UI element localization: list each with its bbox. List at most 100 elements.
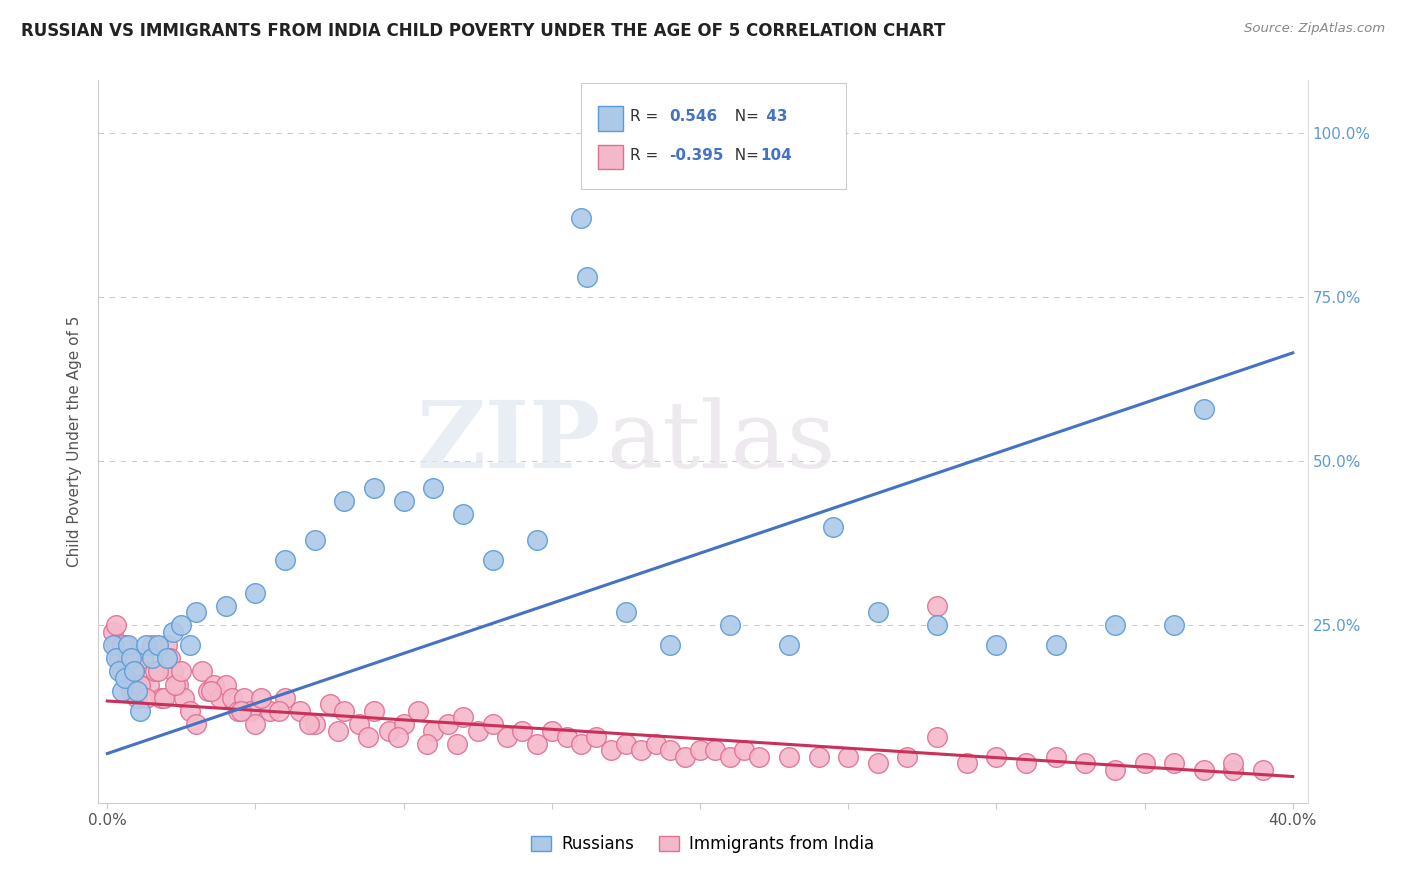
Y-axis label: Child Poverty Under the Age of 5: Child Poverty Under the Age of 5 xyxy=(67,316,83,567)
Point xyxy=(117,651,139,665)
Point xyxy=(167,677,190,691)
Point xyxy=(155,651,177,665)
Point xyxy=(173,690,195,705)
Point xyxy=(298,717,321,731)
Point xyxy=(496,730,519,744)
Point xyxy=(659,638,682,652)
Point xyxy=(215,677,238,691)
Point xyxy=(250,690,273,705)
Point xyxy=(378,723,401,738)
Point xyxy=(718,749,741,764)
Point xyxy=(422,481,444,495)
Point xyxy=(117,651,139,665)
Point xyxy=(114,671,136,685)
Point xyxy=(614,605,637,619)
Point xyxy=(600,743,623,757)
Point xyxy=(526,533,548,547)
Point xyxy=(392,493,415,508)
Point xyxy=(120,684,142,698)
Point xyxy=(1015,756,1038,771)
Point xyxy=(718,618,741,632)
Point xyxy=(1222,763,1244,777)
Point xyxy=(274,553,297,567)
Point xyxy=(170,618,193,632)
Point xyxy=(111,638,134,652)
Point xyxy=(571,211,593,226)
Point xyxy=(304,717,326,731)
Text: 104: 104 xyxy=(761,148,793,162)
Point xyxy=(644,737,666,751)
Point xyxy=(927,730,949,744)
Point xyxy=(357,730,380,744)
Point xyxy=(1163,756,1185,771)
Point xyxy=(437,717,460,731)
Point xyxy=(259,704,281,718)
Point xyxy=(103,638,125,652)
Point xyxy=(318,698,340,712)
Point xyxy=(866,756,889,771)
Legend: Russians, Immigrants from India: Russians, Immigrants from India xyxy=(524,828,882,860)
Point xyxy=(191,665,214,679)
Point xyxy=(125,690,148,705)
Point xyxy=(162,665,184,679)
Point xyxy=(202,677,225,691)
Point xyxy=(387,730,409,744)
Point xyxy=(689,743,711,757)
Point xyxy=(274,690,297,705)
Point xyxy=(165,677,187,691)
Point xyxy=(956,756,979,771)
Point xyxy=(221,690,243,705)
Point xyxy=(105,618,128,632)
Point xyxy=(630,743,652,757)
Point xyxy=(122,665,145,679)
Text: atlas: atlas xyxy=(606,397,835,486)
Point xyxy=(129,677,152,691)
Point xyxy=(823,520,845,534)
Point xyxy=(229,704,252,718)
Point xyxy=(451,507,474,521)
Point xyxy=(1192,763,1215,777)
Point xyxy=(200,684,222,698)
Point xyxy=(446,737,468,751)
Point xyxy=(333,493,356,508)
Point xyxy=(540,723,562,738)
Point xyxy=(659,743,682,757)
Point xyxy=(896,749,918,764)
Point xyxy=(105,638,128,652)
Text: Source: ZipAtlas.com: Source: ZipAtlas.com xyxy=(1244,22,1385,36)
Point xyxy=(986,638,1008,652)
Point xyxy=(159,651,181,665)
Point xyxy=(363,481,385,495)
Point xyxy=(132,651,155,665)
Point xyxy=(576,270,599,285)
Point xyxy=(125,684,148,698)
Point xyxy=(1163,618,1185,632)
Point xyxy=(117,638,139,652)
Point xyxy=(1133,756,1156,771)
Point xyxy=(288,704,311,718)
Point xyxy=(328,723,350,738)
Point xyxy=(614,737,637,751)
Point xyxy=(585,730,607,744)
Point xyxy=(451,710,474,724)
Point xyxy=(1104,763,1126,777)
Point xyxy=(186,605,208,619)
Point xyxy=(120,651,142,665)
Point xyxy=(141,638,163,652)
Text: N=: N= xyxy=(725,110,765,124)
Point xyxy=(215,599,238,613)
Point xyxy=(422,723,444,738)
Point xyxy=(467,723,489,738)
Point xyxy=(197,684,219,698)
Point xyxy=(108,665,131,679)
Point xyxy=(481,717,503,731)
Point xyxy=(170,665,193,679)
Point xyxy=(1104,618,1126,632)
Point xyxy=(927,599,949,613)
Point xyxy=(269,704,291,718)
Text: R =: R = xyxy=(630,148,664,162)
Point xyxy=(408,704,430,718)
Point xyxy=(149,690,172,705)
Point xyxy=(122,665,145,679)
Point xyxy=(778,638,800,652)
